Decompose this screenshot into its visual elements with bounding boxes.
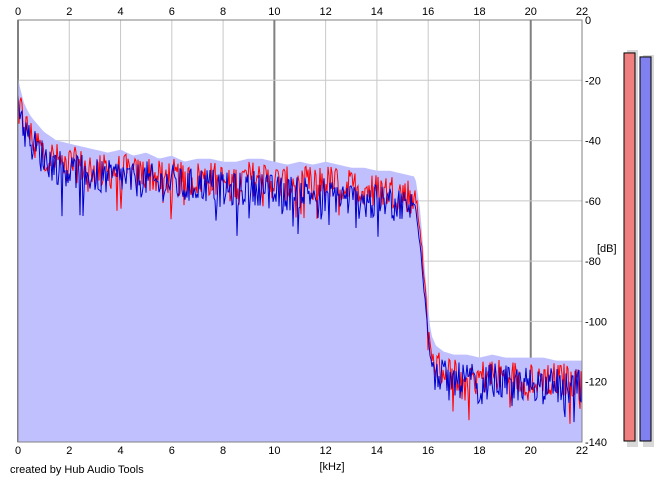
credit-text: created by Hub Audio Tools [10,464,144,476]
meter-left [623,52,636,442]
x-tick-label-top: 4 [117,6,123,18]
x-tick-label-bottom: 20 [525,445,537,457]
level-meters [623,50,654,447]
x-tick-label-top: 12 [320,6,332,18]
x-tick-label-bottom: 16 [422,445,434,457]
x-tick-label-bottom: 18 [473,445,485,457]
x-tick-label-bottom: 0 [15,445,21,457]
x-tick-label-bottom: 14 [371,445,383,457]
y-axis-label: [dB] [597,243,617,255]
x-tick-label-top: 2 [66,6,72,18]
x-tick-label-bottom: 12 [320,445,332,457]
y-tick-label: -120 [585,377,607,389]
x-tick-label-top: 22 [576,6,588,18]
x-tick-label-bottom: 2 [66,445,72,457]
x-tick-labels-top: 0 2 4 6 8 10 12 14 16 18 20 22 [15,6,588,18]
x-tick-label-top: 8 [220,6,226,18]
y-tick-label: -80 [585,256,601,268]
y-tick-label: 0 [585,15,591,27]
x-tick-label-top: 18 [473,6,485,18]
x-tick-labels-bottom: 0 2 4 6 8 10 12 14 16 18 20 22 [15,445,588,457]
y-tick-labels: 0 -20 -40 -60 -80 -100 -120 -140 [585,15,607,449]
x-tick-label-bottom: 10 [268,445,280,457]
y-tick-label: -20 [585,75,601,87]
x-tick-label-top: 0 [15,6,21,18]
x-tick-label-top: 10 [268,6,280,18]
x-tick-label-bottom: 4 [117,445,123,457]
x-tick-label-top: 16 [422,6,434,18]
y-tick-label: -140 [585,437,607,449]
y-tick-label: -40 [585,136,601,148]
plot-frame [17,19,583,443]
x-tick-label-top: 20 [525,6,537,18]
y-tick-label: -60 [585,196,601,208]
x-tick-label-bottom: 8 [220,445,226,457]
x-tick-label-bottom: 22 [576,445,588,457]
meter-right [639,56,652,442]
series-right-channel [17,95,583,423]
x-tick-label-top: 6 [169,6,175,18]
y-tick-label: -100 [585,316,607,328]
x-tick-label-bottom: 6 [169,445,175,457]
x-tick-label-top: 14 [371,6,383,18]
x-axis-label: [kHz] [319,461,344,473]
